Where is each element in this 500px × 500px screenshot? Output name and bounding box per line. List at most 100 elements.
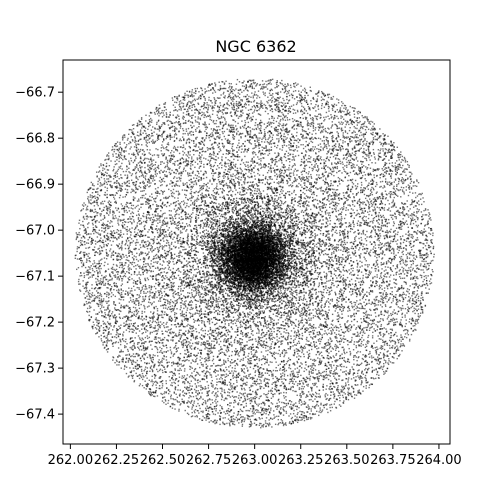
scatter-point [340,148,342,151]
scatter-point [120,310,122,313]
scatter-point [387,273,389,275]
scatter-point [332,393,335,396]
scatter-point [192,209,194,211]
scatter-point [161,116,164,118]
scatter-point [318,282,321,284]
scatter-point [246,377,249,380]
scatter-point [402,190,404,193]
scatter-point [356,185,359,188]
scatter-point [114,319,117,321]
scatter-point [332,282,334,285]
scatter-point [264,384,266,386]
scatter-point [235,320,238,322]
scatter-point [374,305,376,307]
scatter-point [303,415,306,417]
scatter-point [223,305,225,307]
scatter-point [406,168,408,171]
scatter-point [405,240,408,242]
scatter-point [279,317,281,319]
scatter-point [76,233,78,236]
scatter-point [317,166,319,168]
scatter-point [300,85,302,87]
scatter-point [195,150,198,152]
scatter-point [291,218,294,220]
scatter-point [126,354,128,356]
scatter-point [337,312,339,314]
scatter-point [118,277,120,280]
scatter-point [225,182,228,185]
scatter-point [322,376,325,378]
scatter-point [230,386,232,388]
scatter-point [309,314,311,316]
scatter-point [406,270,408,272]
scatter-point [281,286,283,288]
scatter-point [232,150,234,152]
scatter-point [137,346,139,348]
scatter-point [118,183,121,186]
scatter-point [248,79,251,82]
scatter-point [257,106,259,108]
scatter-point [274,197,276,200]
scatter-point [391,287,393,289]
scatter-point [310,261,312,264]
scatter-point [382,230,384,233]
scatter-point [84,237,86,239]
scatter-point [289,175,291,178]
scatter-point [190,218,192,220]
scatter-point [374,244,377,246]
scatter-point [278,307,280,310]
scatter-point [285,387,287,389]
scatter-point [208,123,210,125]
scatter-point [357,325,360,327]
scatter-point [90,216,92,218]
scatter-point [165,323,167,325]
scatter-point [212,421,214,423]
scatter-point [224,417,226,419]
scatter-point [394,321,397,324]
scatter-point [328,239,330,241]
scatter-point [212,202,215,204]
scatter-point [123,214,125,216]
scatter-point [383,139,385,141]
scatter-point [296,109,299,112]
scatter-point [190,400,193,403]
scatter-point [341,346,343,349]
scatter-point [162,131,165,134]
scatter-point [297,83,299,85]
scatter-point [378,331,381,334]
scatter-point [115,282,117,285]
scatter-point [213,192,216,194]
scatter-point [163,391,166,393]
scatter-point [411,319,413,321]
scatter-point [155,287,157,290]
scatter-point [404,269,407,271]
scatter-point [346,156,348,159]
scatter-point [86,207,88,209]
scatter-point [243,368,245,370]
scatter-point [222,104,225,107]
scatter-point [242,181,245,183]
scatter-point [139,161,141,163]
scatter-point [264,403,266,405]
scatter-point [317,309,319,312]
scatter-point [192,286,194,289]
scatter-point [376,281,379,283]
scatter-point [395,240,397,243]
scatter-point [294,405,297,407]
scatter-point [235,125,237,127]
scatter-point [338,261,341,264]
scatter-point [159,216,161,219]
scatter-point [313,217,315,219]
scatter-point [354,179,357,182]
scatter-point [104,240,107,242]
scatter-point [425,248,428,250]
scatter-point [285,89,287,92]
scatter-point [118,237,120,239]
scatter-point [121,249,123,251]
scatter-point [318,272,320,274]
scatter-point [239,145,241,148]
scatter-point [107,308,109,310]
scatter-point [148,166,151,169]
scatter-point [119,333,121,335]
scatter-point [82,216,85,219]
